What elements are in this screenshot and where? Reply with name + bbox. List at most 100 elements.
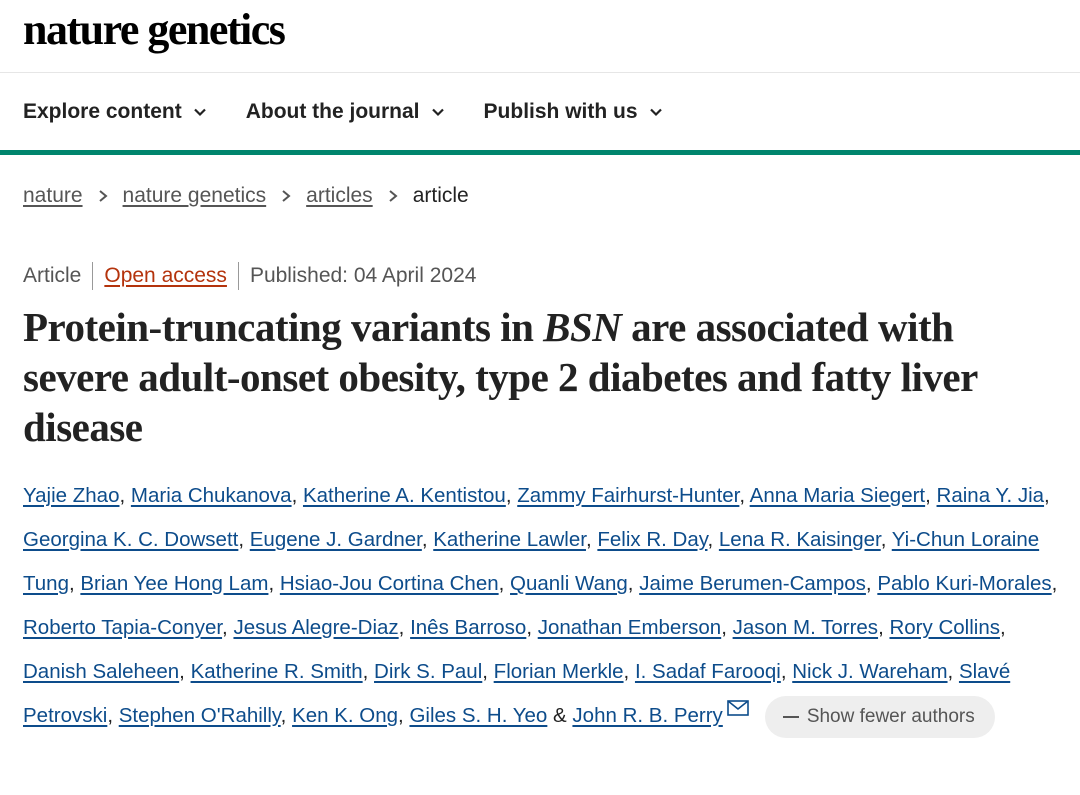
author-separator: , [721, 616, 733, 639]
author-separator: , [1044, 484, 1050, 507]
author-link[interactable]: Inês Barroso [410, 616, 527, 639]
author-link[interactable]: Jaime Berumen-Campos [639, 572, 866, 595]
author-separator: , [880, 528, 892, 551]
author-link[interactable]: Slavé Petrovski [23, 660, 1011, 727]
author-link[interactable]: Yi-Chun Loraine Tung [23, 528, 1040, 595]
author-link[interactable]: Hsiao-Jou Cortina Chen [279, 572, 499, 595]
author-link[interactable]: Florian Merkle [493, 660, 624, 683]
author-separator: , [222, 616, 234, 639]
nav-item-label: Publish with us [483, 99, 638, 123]
chevron-right-icon [389, 190, 398, 202]
nav-item-label: Explore content [23, 99, 182, 123]
breadcrumb: nature nature genetics articles article [23, 184, 469, 208]
author-separator: , [421, 528, 434, 551]
author-link[interactable]: Nick J. Wareham [792, 660, 948, 683]
chevron-right-icon [282, 190, 291, 202]
breadcrumb-nature-genetics[interactable]: nature genetics [122, 184, 267, 207]
author-link[interactable]: Raina Y. Jia [936, 484, 1045, 507]
article-type: Article [23, 264, 82, 287]
breadcrumb-articles[interactable]: articles [306, 184, 373, 207]
author-separator: , [505, 484, 518, 507]
author-link[interactable]: Danish Saleheen [23, 660, 180, 683]
journal-logo[interactable]: nature genetics [23, 5, 286, 54]
author-link[interactable]: Yajie Zhao [23, 484, 120, 507]
show-fewer-label: Show fewer authors [806, 705, 975, 727]
author-separator: , [280, 704, 293, 727]
nav-publish-with-us[interactable]: Publish with us [484, 100, 664, 124]
author-separator: , [865, 572, 878, 595]
main-nav: Explore content About the journal Publis… [0, 73, 1080, 155]
author-separator: , [107, 704, 119, 727]
author-separator: , [482, 660, 494, 683]
author-separator: , [878, 616, 890, 639]
author-link[interactable]: Katherine R. Smith [190, 660, 363, 683]
article-title: Protein-truncating variants in BSN are a… [23, 302, 1063, 452]
nav-explore-content[interactable]: Explore content [23, 100, 208, 124]
author-link[interactable]: John R. B. Perry [572, 704, 723, 727]
author-link[interactable]: Giles S. H. Yeo [409, 704, 548, 727]
meta-divider [92, 262, 94, 290]
author-separator: , [947, 660, 959, 683]
author-separator: , [627, 572, 640, 595]
masthead: nature genetics [0, 0, 1080, 73]
author-separator: , [119, 484, 131, 507]
author-separator: , [398, 704, 410, 727]
author-separator: , [1051, 572, 1058, 595]
author-separator: , [68, 572, 81, 595]
author-link[interactable]: Jonathan Emberson [537, 616, 722, 639]
chevron-down-icon [431, 108, 444, 116]
author-link[interactable]: Dirk S. Paul [374, 660, 483, 683]
author-separator: , [780, 660, 793, 683]
nav-about-journal[interactable]: About the journal [246, 100, 446, 124]
author-link[interactable]: Katherine Lawler [433, 528, 586, 551]
title-part-2: are associated with severe adult-onset o… [23, 304, 978, 450]
author-link[interactable]: Felix R. Day [597, 528, 708, 551]
open-access-link[interactable]: Open access [104, 264, 227, 287]
nav-item-label: About the journal [245, 99, 420, 123]
author-separator: , [739, 484, 750, 507]
author-separator: , [268, 572, 280, 595]
chevron-right-icon [98, 190, 108, 202]
author-link[interactable]: Ken K. Ong [292, 704, 399, 727]
author-separator: , [925, 484, 937, 507]
author-link[interactable]: Pablo Kuri-Morales [877, 572, 1052, 595]
title-part-1: Protein-truncating variants in [23, 304, 544, 350]
author-separator: , [498, 572, 511, 595]
author-link[interactable]: Zammy Fairhurst-Hunter [517, 484, 740, 507]
chevron-down-icon [193, 108, 206, 116]
article-meta: Article Open access Published: 04 April … [23, 262, 476, 290]
author-link[interactable]: Jesus Alegre-Diaz [233, 616, 399, 639]
author-link[interactable]: Katherine A. Kentistou [302, 484, 506, 507]
author-list: Yajie Zhao, Maria Chukanova, Katherine A… [23, 474, 1063, 738]
author-link[interactable]: Jason M. Torres [732, 616, 879, 639]
author-separator: , [291, 484, 303, 507]
author-separator: , [707, 528, 719, 551]
author-separator: , [238, 528, 250, 551]
author-link[interactable]: Lena R. Kaisinger [718, 528, 881, 551]
breadcrumb-nature[interactable]: nature [23, 184, 83, 207]
author-separator: , [623, 660, 635, 683]
author-link[interactable]: Rory Collins [889, 616, 1000, 639]
chevron-down-icon [649, 108, 662, 116]
meta-divider [237, 262, 239, 290]
show-fewer-authors-button[interactable]: Show fewer authors [764, 695, 995, 738]
breadcrumb-current: article [412, 184, 469, 207]
mail-icon[interactable] [727, 700, 749, 716]
author-separator: , [362, 660, 375, 683]
author-link[interactable]: Maria Chukanova [130, 484, 292, 507]
author-separator: , [398, 616, 411, 639]
author-separator: , [526, 616, 538, 639]
author-link[interactable]: I. Sadaf Farooqi [634, 660, 781, 683]
author-link[interactable]: Quanli Wang [510, 572, 628, 595]
author-separator: , [999, 616, 1006, 639]
published-date: Published: 04 April 2024 [249, 264, 477, 287]
author-link[interactable]: Brian Yee Hong Lam [80, 572, 269, 595]
author-link[interactable]: Georgina K. C. Dowsett [23, 528, 239, 551]
author-separator: , [179, 660, 191, 683]
author-link[interactable]: Roberto Tapia-Conyer [23, 616, 223, 639]
author-link[interactable]: Eugene J. Gardner [249, 528, 422, 551]
author-link[interactable]: Stephen O'Rahilly [118, 704, 281, 727]
title-gene-name: BSN [543, 304, 622, 350]
author-separator: & [547, 704, 573, 727]
author-link[interactable]: Anna Maria Siegert [749, 484, 926, 507]
